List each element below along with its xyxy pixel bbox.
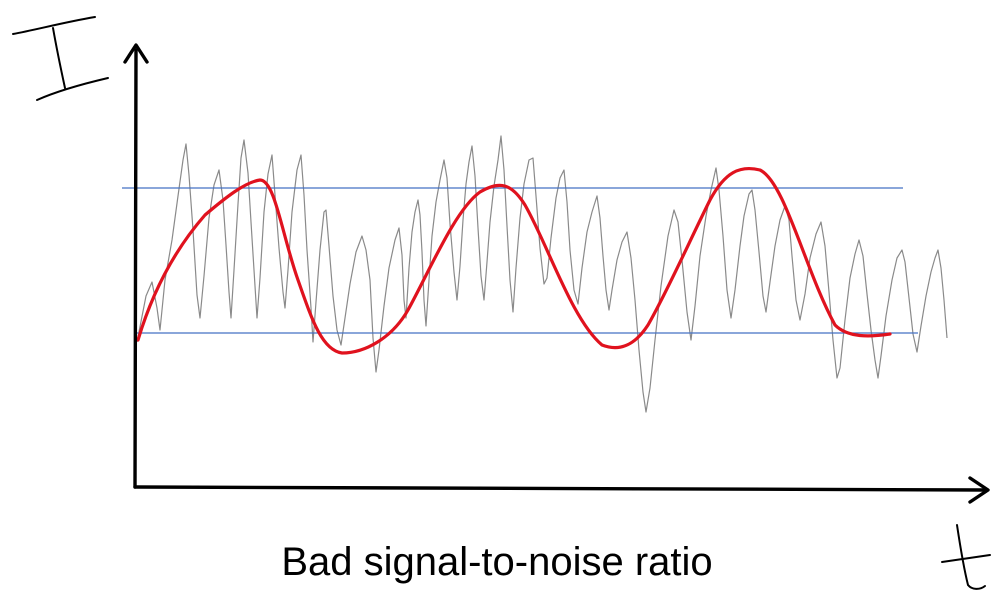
y-label-vertical-stroke: [52, 27, 66, 89]
reference-lines: [122, 187, 918, 334]
y-axis-arrowhead: [123, 43, 149, 64]
diagram-caption: Bad signal-to-noise ratio: [281, 540, 713, 584]
x-axis: [133, 485, 987, 492]
noise-trace: [136, 135, 948, 413]
y-axis: [133, 48, 138, 489]
x-label-vertical-stroke: [956, 524, 986, 590]
x-label-cross-stroke: [941, 554, 991, 563]
y-axis-label-handwritten: [12, 16, 109, 101]
x-axis-label-handwritten: [941, 524, 991, 590]
signal-curve: [136, 166, 892, 355]
y-label-top-stroke: [12, 16, 96, 35]
noise-trace-line: [136, 135, 948, 413]
y-label-bottom-stroke: [36, 77, 109, 101]
x-axis-arrowhead: [968, 476, 990, 504]
axes: [123, 43, 990, 504]
